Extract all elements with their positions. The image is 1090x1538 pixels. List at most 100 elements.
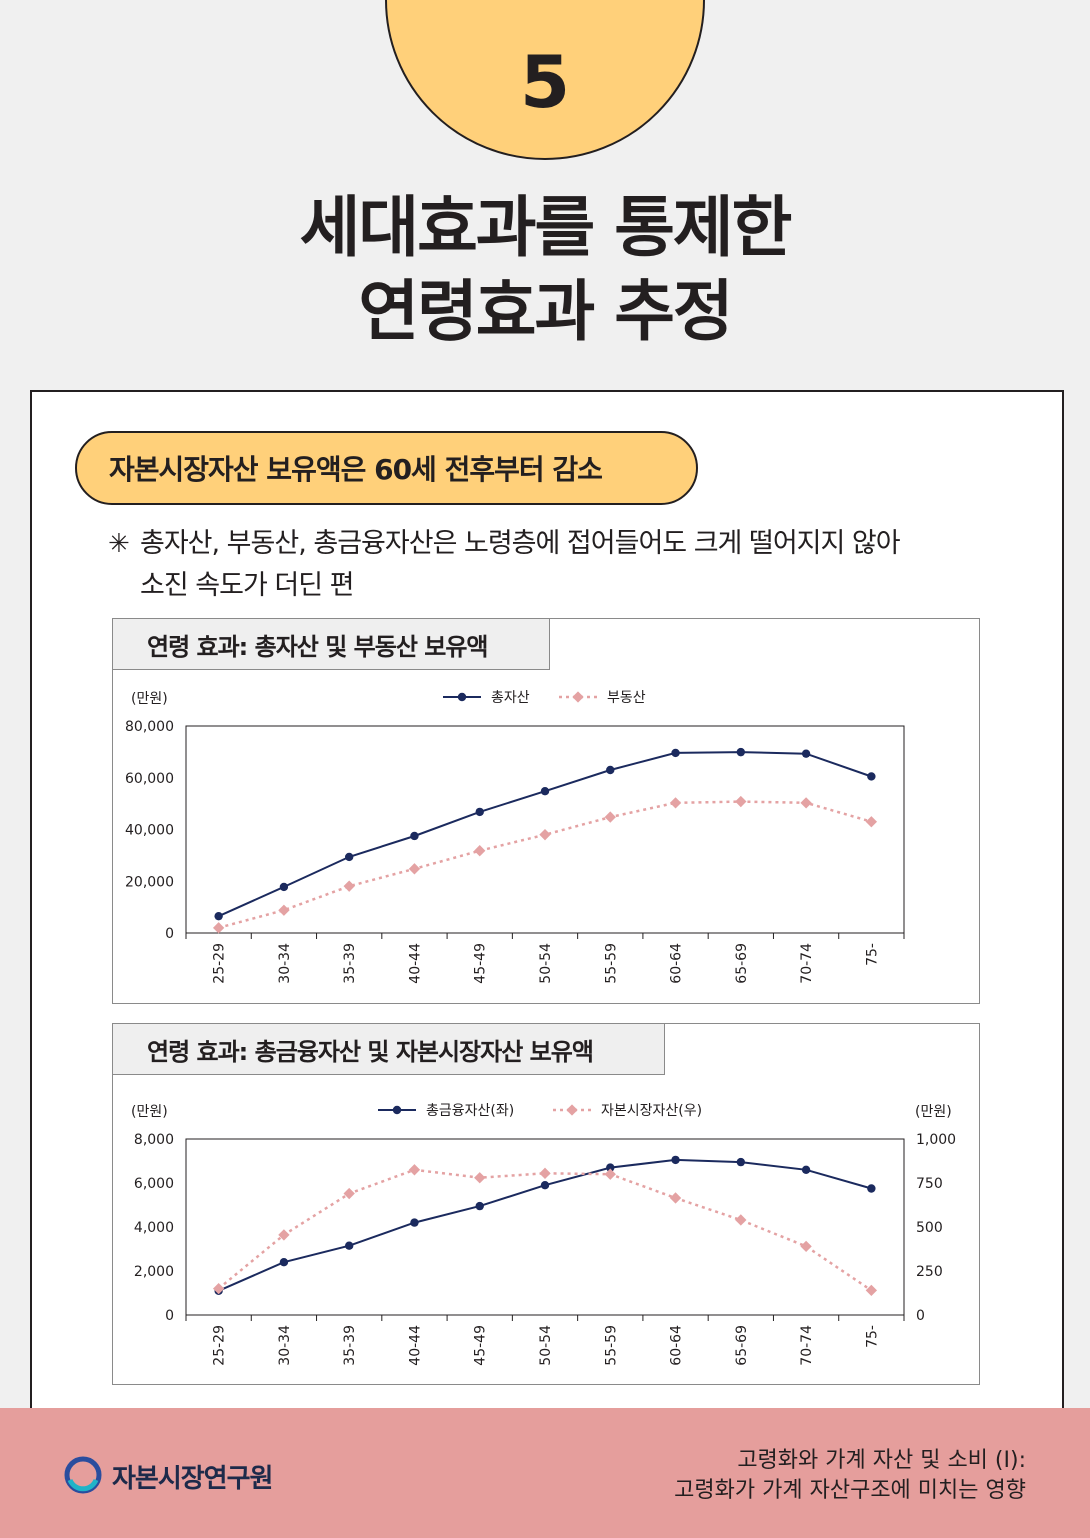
page-title: 세대효과를 통제한 연령효과 추정 [0,186,1090,354]
summary-note: ✳ 총자산, 부동산, 총금융자산은 노령층에 접어들어도 크게 떨어지지 않아 … [108,523,1008,607]
x-tick-label: 45-49 [473,1325,489,1366]
section-number-badge: 5 [385,0,705,160]
chart-financial-capital-market: (만원) (만원) 8,000 6,000 4,000 2,000 0 1,000 750 500… [112,1023,980,1385]
report-title-line1: 고령화와 가계 자산 및 소비 (I): [737,1448,1026,1473]
data-point [604,811,616,823]
content-panel: 자본시장자산 보유액은 60세 전후부터 감소 ✳ 총자산, 부동산, 총금융자산… [30,390,1064,1420]
chart-2-title: 연령 효과: 총금융자산 및 자본시장자산 보유액 [112,1023,665,1075]
data-point [671,748,680,758]
data-point [343,880,355,892]
section-number: 5 [519,40,571,124]
legend-label: 총자산 [491,690,530,706]
x-tick-label: 35-39 [342,943,358,984]
series-line-0 [218,1158,872,1292]
report-title: 고령화와 가계 자산 및 소비 (I): 고령화가 가계 자산구조에 미치는 영… [674,1446,1026,1506]
footer: 자본시장연구원 고령화와 가계 자산 및 소비 (I): 고령화가 가계 자산구… [0,1408,1090,1538]
data-point [474,845,486,857]
x-tick-label: 75- [864,943,880,966]
y-tick-label: 0 [165,1308,174,1324]
legend-label: 총금융자산(좌) [426,1103,514,1119]
y-tick-label: 0 [165,926,174,942]
data-point [865,1284,878,1297]
data-point [212,1282,225,1295]
y-tick-label: 2,000 [134,1264,174,1280]
x-tick-label: 30-34 [277,943,293,984]
x-tick-label: 65-69 [734,1325,750,1366]
y2-tick-label: 500 [916,1220,943,1236]
y2-axis-unit-label: (만원) [915,1104,952,1120]
data-point [279,882,289,892]
x-tick-label: 75- [864,1325,880,1348]
y2-tick-label: 1,000 [916,1132,956,1148]
data-point [867,772,876,781]
summary-note-line1: 총자산, 부동산, 총금융자산은 노령층에 접어들어도 크게 떨어지지 않아 [140,528,901,559]
x-tick-label: 40-44 [407,943,423,984]
section-headline: 자본시장자산 보유액은 60세 전후부터 감소 [75,431,698,505]
x-tick-label: 25-29 [212,943,228,984]
data-point [669,797,682,809]
legend-label: 자본시장자산(우) [601,1103,702,1119]
data-point [344,1241,354,1250]
y-tick-label: 80,000 [125,719,174,735]
chart-1-title: 연령 효과: 총자산 및 부동산 보유액 [112,618,550,670]
data-point [214,911,223,921]
y-axis-unit-label: (만원) [131,691,168,707]
x-tick-label: 55-59 [603,943,619,984]
data-point [735,795,747,808]
plot-area [185,1138,905,1316]
y2-tick-label: 250 [916,1264,943,1280]
data-point [474,1172,486,1184]
y-tick-label: 8,000 [134,1132,174,1148]
y-tick-label: 60,000 [125,771,174,787]
y2-tick-label: 750 [916,1176,943,1192]
data-point [604,1168,616,1180]
org-name: 자본시장연구원 [112,1464,273,1494]
data-point [344,852,354,862]
x-tick-label: 65-69 [734,943,750,984]
y-tick-label: 4,000 [134,1220,174,1236]
asterisk-icon: ✳ [108,529,130,559]
x-tick-label: 60-64 [669,943,685,984]
data-point [539,829,551,841]
x-tick-label: 70-74 [799,1325,815,1366]
x-tick-label: 70-74 [799,943,815,984]
data-point [408,1164,421,1176]
page-title-line1: 세대효과를 통제한 [299,189,793,266]
x-tick-label: 50-54 [538,1325,554,1366]
data-point [801,749,811,758]
legend-marker [572,691,584,703]
x-tick-label: 30-34 [277,1325,293,1366]
data-point [606,1163,615,1172]
y-tick-label: 6,000 [134,1176,174,1192]
y-tick-label: 20,000 [125,874,174,890]
data-point [343,1187,355,1200]
org-logo-icon [64,1456,102,1494]
x-tick-label: 40-44 [407,1325,423,1366]
chart-total-real-estate: (만원) 80,000 60,000 40,000 20,000 0 25-29 30-34 3… [112,618,980,1004]
data-point [279,1258,289,1267]
data-point [669,1192,682,1204]
data-point [867,1184,876,1193]
legend-label: 부동산 [607,690,646,706]
data-point [540,1181,550,1190]
data-point [212,922,225,934]
y2-tick-label: 0 [916,1308,925,1324]
y-axis-unit-label: (만원) [131,1104,168,1120]
chart-2-svg: (만원) (만원) 8,000 6,000 4,000 2,000 0 1,000 750 500… [131,1103,956,1366]
series-line-1 [217,1168,873,1292]
data-point [736,747,746,757]
data-point [410,1218,419,1227]
data-point [278,904,290,916]
data-point [539,1167,551,1179]
data-point [865,816,878,828]
x-tick-label: 55-59 [603,1325,619,1366]
legend-marker [566,1104,578,1116]
series-line-1 [218,800,872,930]
summary-note-line2: 소진 속도가 더딘 편 [140,570,354,601]
legend-marker [457,692,467,702]
x-tick-label: 60-64 [669,1325,685,1366]
x-tick-label: 35-39 [342,1325,358,1366]
data-point [540,787,550,796]
y-tick-label: 40,000 [125,823,174,839]
data-point [408,863,421,875]
